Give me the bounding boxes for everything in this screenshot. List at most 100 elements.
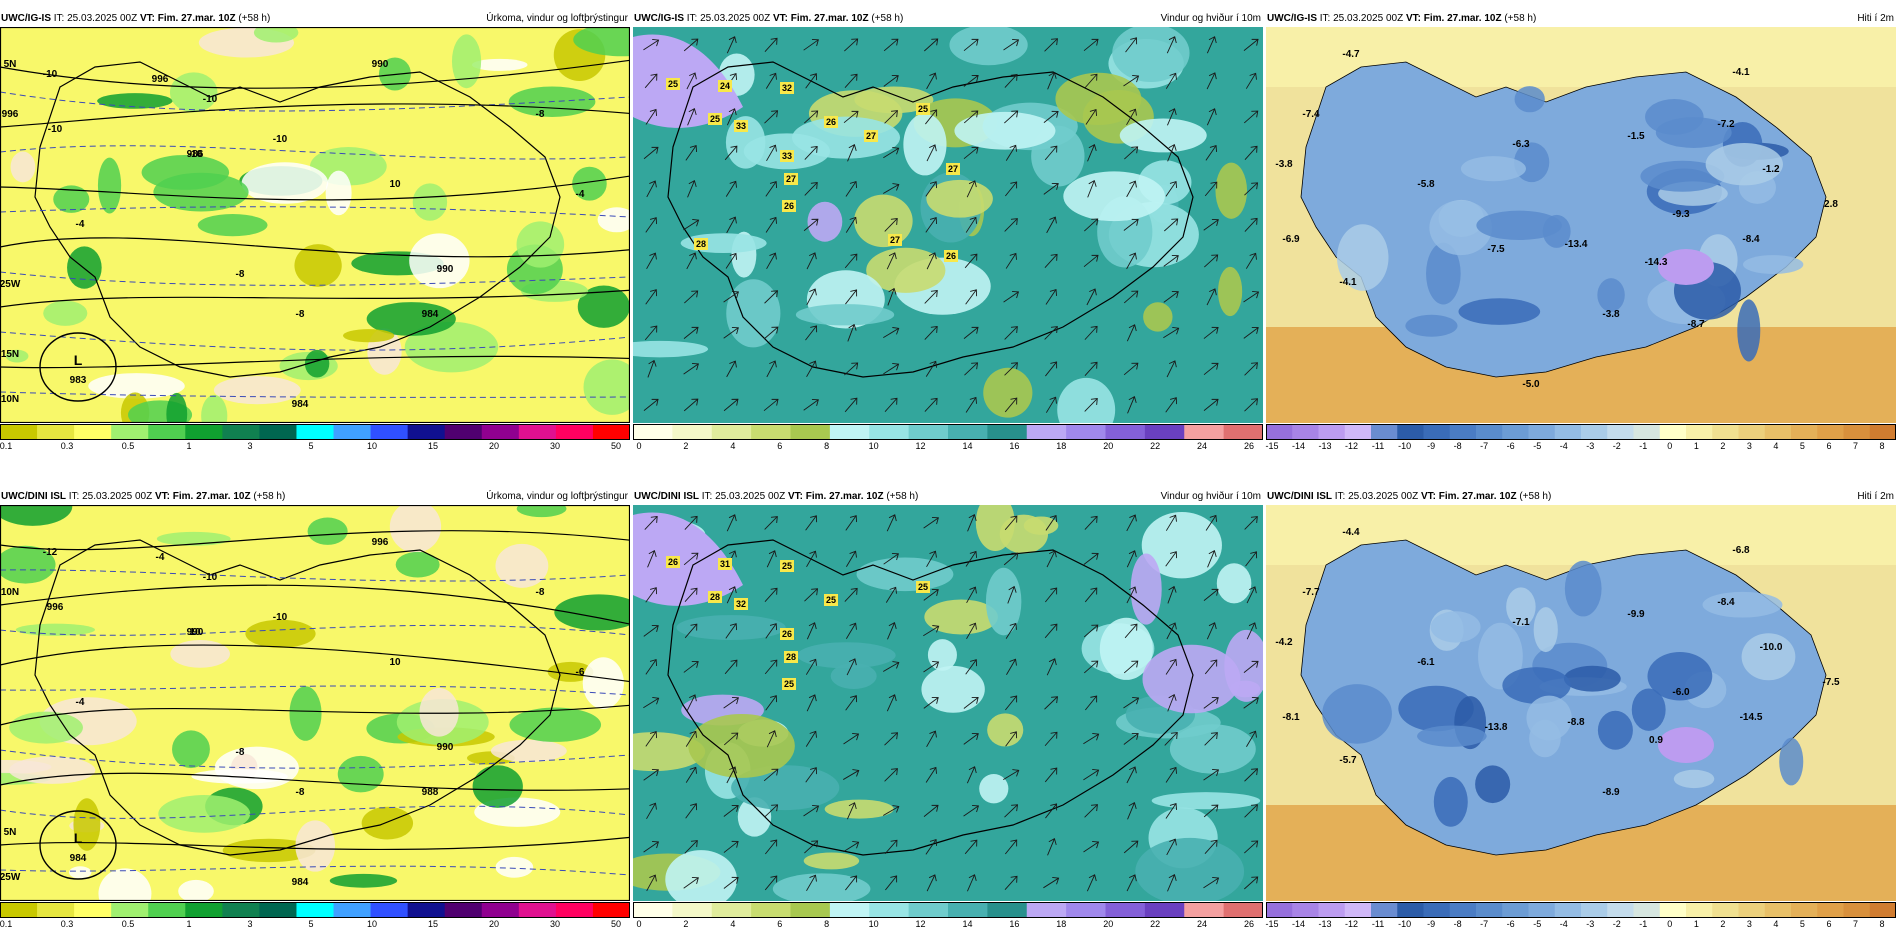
temperature-area (1336, 224, 1389, 291)
wind-arrow (766, 550, 777, 568)
wind-arrow (963, 74, 979, 87)
map-value-label: -1.2 (1762, 164, 1780, 175)
model-name: UWC/IG-IS (1, 13, 51, 24)
wind-arrow (843, 110, 859, 124)
wind-arrow (926, 730, 937, 748)
wind-arrow (884, 110, 898, 124)
colorbar-container (1266, 424, 1897, 440)
wind-arrow (723, 696, 739, 709)
wind-speed-area (1141, 511, 1222, 579)
wind-arrow (1167, 693, 1177, 712)
wind-speed-area (903, 113, 947, 176)
init-time: IT: 25.03.2025 00Z (699, 491, 788, 502)
map-value-label: -4 (76, 219, 85, 230)
temperature-area (1433, 776, 1468, 827)
valid-time-label: VT: Fim. 27.mar. 10Z (787, 491, 884, 502)
map-value-label: 984 (292, 399, 309, 410)
colorbar-tick-label: 7 (1852, 441, 1858, 451)
temperature-area (1478, 622, 1523, 690)
wind-arrow (687, 108, 697, 126)
wind-arrow (1084, 587, 1098, 603)
isobar (0, 237, 631, 258)
colorbar-tick-label: 0.1 (0, 441, 13, 451)
wind-speed-area (688, 713, 795, 778)
colorbar-tick-label: -11 (1371, 919, 1385, 929)
wind-arrow (1246, 586, 1257, 604)
map-value-label: -4.2 (1275, 637, 1293, 648)
wind-speed-area (1130, 553, 1162, 625)
wind-arrow (766, 144, 777, 162)
precip-area (582, 657, 624, 709)
precip-area (495, 856, 534, 878)
colorbar-swatch (1318, 424, 1346, 440)
isobar (0, 103, 631, 128)
wind-arrow (1003, 38, 1020, 51)
wind-speed-area (949, 24, 1028, 66)
wind-arrow (1244, 768, 1258, 782)
panel-run-info: UWC/DINI ISL IT: 25.03.2025 00Z VT: Fim.… (1267, 490, 1551, 504)
temperature-area (1640, 160, 1725, 192)
wind-arrow (1244, 182, 1259, 196)
wind-arrow (1165, 766, 1177, 783)
precip-area (178, 879, 214, 903)
wind-arrow (845, 622, 857, 639)
colorbar-swatch (1266, 902, 1293, 918)
colorbar-swatch (1686, 424, 1713, 440)
colorbar-swatch (555, 424, 594, 440)
low-pressure-symbol: L (74, 352, 83, 368)
wind-arrow (1044, 587, 1058, 603)
precip-area (88, 373, 185, 399)
colorbar-swatch (1105, 902, 1146, 918)
colorbar-swatch (0, 424, 38, 440)
panel-title: Vindur og hviður í 10m (1160, 491, 1261, 502)
wind-arrow (923, 625, 940, 637)
map-value-label: 5N (4, 827, 17, 838)
wind-arrow (805, 73, 818, 89)
wind-speed-area (726, 279, 781, 348)
map-value-label: -7.1 (1512, 617, 1530, 628)
wind-arrow (1126, 252, 1137, 270)
colorbar-tick-label: 20 (488, 441, 500, 451)
gust-label-bg (694, 238, 708, 250)
colorbar-swatch (948, 902, 988, 918)
wind-arrow (844, 253, 858, 269)
colorbar-tick-label: -13 (1318, 919, 1332, 929)
map-value-label: -12 (43, 547, 58, 558)
wind-arrow (926, 252, 937, 270)
wind-arrow (765, 181, 778, 197)
forecast-panel-temp: UWC/DINI ISL IT: 25.03.2025 00Z VT: Fim.… (1265, 490, 1897, 945)
colorbar-tick-label: -9 (1427, 441, 1436, 451)
wind-arrow (887, 622, 897, 640)
wind-arrow (684, 515, 698, 530)
low-pressure-circle (39, 332, 117, 402)
colorbar-tick-label: 8 (824, 919, 830, 929)
wind-arrow (1123, 697, 1140, 709)
colorbar-swatch (1607, 424, 1634, 440)
wind-arrow (1123, 840, 1139, 854)
precip-area (516, 500, 567, 518)
wind-arrow (684, 290, 699, 304)
wind-arrow (846, 802, 857, 820)
map-value-label: 28 (710, 592, 720, 602)
panel-title: Úrkoma, vindur og loftþrýstingur (486, 491, 628, 502)
wind-arrow (1203, 218, 1219, 231)
precip-area (304, 349, 330, 378)
precip-area (577, 285, 630, 328)
wind-arrow (1124, 146, 1139, 160)
colorbar-tick-label: 15 (427, 919, 439, 929)
colorbar-swatch (444, 424, 483, 440)
temperature-area (1429, 200, 1493, 256)
wind-arrow (1047, 71, 1057, 90)
wind-speed-area (1112, 23, 1190, 83)
wind-arrow (806, 288, 817, 306)
wind-speed-area (1216, 563, 1252, 604)
wind-arrow (1087, 144, 1097, 162)
gust-label-bg (864, 130, 878, 142)
wind-arrow (926, 874, 937, 892)
precip-area (289, 686, 322, 741)
colorbar-tick-label: 24 (1197, 919, 1208, 929)
wind-arrow (1043, 110, 1059, 123)
colorbar-labels: -15 -14 -13 -12 -11 -10 -9 -8 -7 -6 -5 -4 -3 -2 -1 0 1 2 3… (1265, 441, 1896, 453)
wind-arrow (1203, 398, 1219, 412)
colorbar-swatch (1843, 424, 1871, 440)
